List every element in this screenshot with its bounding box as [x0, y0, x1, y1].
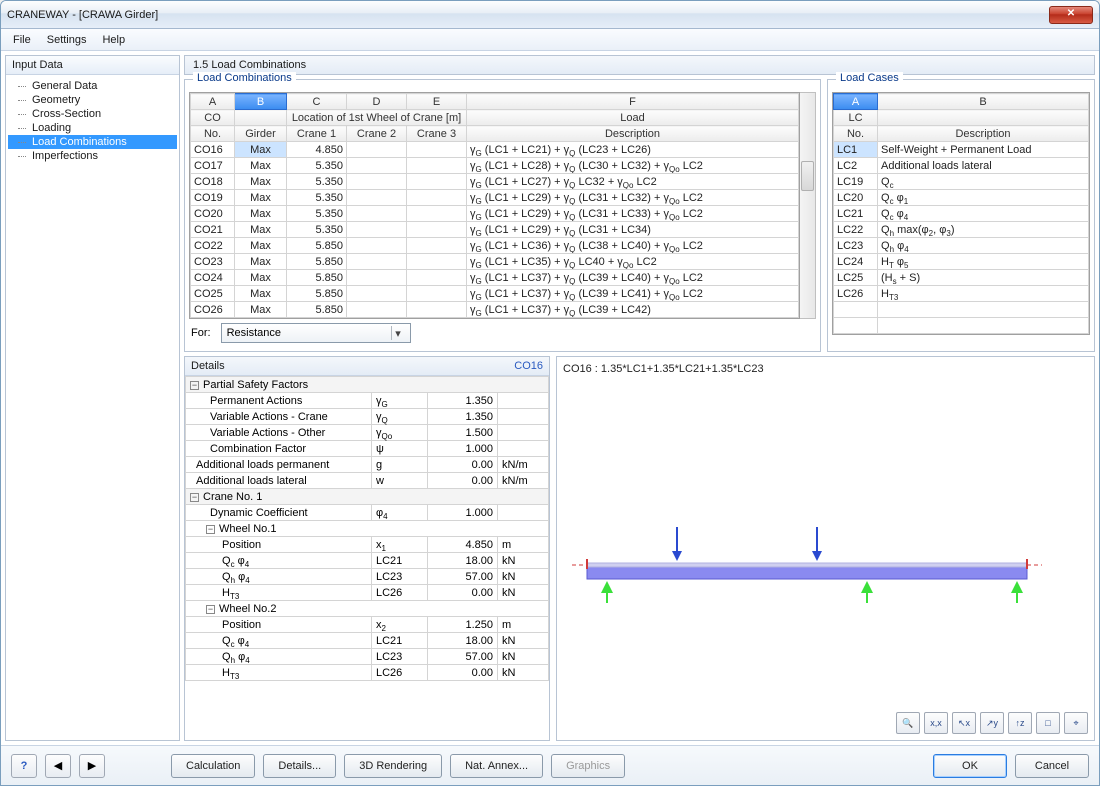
sidebar: Input Data General DataGeometryCross-Sec… [5, 55, 180, 741]
table-row[interactable]: LC22Qh max(φ2, φ3) [834, 222, 1089, 238]
table-row[interactable]: LC24HT φ5 [834, 254, 1089, 270]
table-row[interactable]: CO24Max5.850γG (LC1 + LC37) + γQ (LC39 +… [191, 270, 799, 286]
table-row[interactable]: LC20Qc φ1 [834, 190, 1089, 206]
for-value: Resistance [227, 327, 281, 339]
graphics-button[interactable]: Graphics [551, 754, 625, 778]
rendering-button[interactable]: 3D Rendering [344, 754, 442, 778]
calculation-button[interactable]: Calculation [171, 754, 255, 778]
diagram-tool-5[interactable]: □ [1036, 712, 1060, 734]
sidebar-item-load-combinations[interactable]: Load Combinations [8, 135, 177, 149]
titlebar[interactable]: CRANEWAY - [CRAWA Girder] ✕ [1, 1, 1099, 29]
table-row[interactable]: LC1Self-Weight + Permanent Load [834, 142, 1089, 158]
diagram-panel: CO16 : 1.35*LC1+1.35*LC21+1.35*LC23 🔍x,x… [556, 356, 1095, 741]
load-cases-grid[interactable]: ABLCNo.DescriptionLC1Self-Weight + Perma… [832, 92, 1090, 335]
load-combinations-label: Load Combinations [193, 72, 296, 84]
table-row[interactable]: CO22Max5.850γG (LC1 + LC36) + γQ (LC38 +… [191, 238, 799, 254]
row-details: Details CO16 −Partial Safety FactorsPerm… [184, 356, 1095, 741]
for-combo[interactable]: Resistance ▾ [221, 323, 411, 343]
for-row: For: Resistance ▾ [189, 319, 816, 347]
load-combinations-fieldset: Load Combinations ABCDEFCOLocation of 1s… [184, 79, 821, 352]
table-row[interactable]: LC26HT3 [834, 286, 1089, 302]
diagram-tool-1[interactable]: x,x [924, 712, 948, 734]
sidebar-item-geometry[interactable]: Geometry [8, 93, 177, 107]
table-row[interactable]: CO26Max5.850γG (LC1 + LC37) + γQ (LC39 +… [191, 302, 799, 318]
window-title: CRANEWAY - [CRAWA Girder] [7, 9, 1049, 21]
diagram-toolbar: 🔍x,x↖x↗y↑z□⌖ [896, 712, 1088, 734]
table-row[interactable]: LC19Qc [834, 174, 1089, 190]
load-combinations-grid[interactable]: ABCDEFCOLocation of 1st Wheel of Crane [… [189, 92, 800, 319]
details-header: Details CO16 [185, 357, 549, 376]
ok-button[interactable]: OK [933, 754, 1007, 778]
scrollbar[interactable] [800, 92, 816, 319]
table-row[interactable]: CO23Max5.850γG (LC1 + LC35) + γQ LC40 + … [191, 254, 799, 270]
sidebar-item-general-data[interactable]: General Data [8, 79, 177, 93]
for-label: For: [191, 327, 211, 339]
table-row[interactable]: LC25(Hs + S) [834, 270, 1089, 286]
nav-tree: General DataGeometryCross-SectionLoading… [6, 75, 179, 167]
next-icon-button[interactable]: ▶ [79, 754, 105, 778]
sidebar-item-loading[interactable]: Loading [8, 121, 177, 135]
table-row[interactable]: CO18Max5.350γG (LC1 + LC27) + γQ LC32 + … [191, 174, 799, 190]
table-row[interactable]: CO16Max4.850γG (LC1 + LC21) + γQ (LC23 +… [191, 142, 799, 158]
sidebar-header: Input Data [6, 56, 179, 75]
menu-help[interactable]: Help [94, 31, 133, 49]
table-row[interactable]: CO21Max5.350γG (LC1 + LC29) + γQ (LC31 +… [191, 222, 799, 238]
table-row[interactable]: CO17Max5.350γG (LC1 + LC28) + γQ (LC30 +… [191, 158, 799, 174]
details-co: CO16 [514, 360, 543, 372]
sidebar-item-imperfections[interactable]: Imperfections [8, 149, 177, 163]
close-button[interactable]: ✕ [1049, 6, 1093, 24]
table-row[interactable]: CO19Max5.350γG (LC1 + LC29) + γQ (LC31 +… [191, 190, 799, 206]
table-row[interactable]: CO20Max5.350γG (LC1 + LC29) + γQ (LC31 +… [191, 206, 799, 222]
annex-button[interactable]: Nat. Annex... [450, 754, 543, 778]
content: Input Data General DataGeometryCross-Sec… [1, 51, 1099, 745]
beam-diagram [567, 527, 1047, 607]
next-icon: ▶ [88, 759, 96, 772]
footer: ? ◀ ▶ Calculation Details... 3D Renderin… [1, 745, 1099, 785]
table-row[interactable]: LC23Qh φ4 [834, 238, 1089, 254]
details-title: Details [191, 360, 225, 372]
help-button[interactable]: ? [11, 754, 37, 778]
details-panel: Details CO16 −Partial Safety FactorsPerm… [184, 356, 550, 741]
row-tables: Load Combinations ABCDEFCOLocation of 1s… [184, 79, 1095, 352]
table-row[interactable]: CO25Max5.850γG (LC1 + LC37) + γQ (LC39 +… [191, 286, 799, 302]
table-row[interactable]: LC21Qc φ4 [834, 206, 1089, 222]
load-cases-label: Load Cases [836, 72, 903, 84]
menu-settings[interactable]: Settings [39, 31, 95, 49]
diagram-tool-3[interactable]: ↗y [980, 712, 1004, 734]
window: CRANEWAY - [CRAWA Girder] ✕ File Setting… [0, 0, 1100, 786]
panel-title: 1.5 Load Combinations [184, 55, 1095, 75]
main: 1.5 Load Combinations Load Combinations … [184, 55, 1095, 741]
prev-icon-button[interactable]: ◀ [45, 754, 71, 778]
diagram-tool-4[interactable]: ↑z [1008, 712, 1032, 734]
details-button[interactable]: Details... [263, 754, 336, 778]
table-row[interactable]: LC2Additional loads lateral [834, 158, 1089, 174]
menu-file[interactable]: File [5, 31, 39, 49]
chevron-down-icon: ▾ [391, 326, 405, 340]
sidebar-item-cross-section[interactable]: Cross-Section [8, 107, 177, 121]
diagram-tool-6[interactable]: ⌖ [1064, 712, 1088, 734]
diagram-tool-0[interactable]: 🔍 [896, 712, 920, 734]
cancel-button[interactable]: Cancel [1015, 754, 1089, 778]
menubar: File Settings Help [1, 29, 1099, 51]
prev-icon: ◀ [54, 759, 62, 772]
diagram-title: CO16 : 1.35*LC1+1.35*LC21+1.35*LC23 [563, 363, 1088, 375]
details-body[interactable]: −Partial Safety FactorsPermanent Actions… [185, 376, 549, 740]
load-cases-fieldset: Load Cases ABLCNo.DescriptionLC1Self-Wei… [827, 79, 1095, 352]
help-icon: ? [21, 760, 28, 772]
diagram-tool-2[interactable]: ↖x [952, 712, 976, 734]
